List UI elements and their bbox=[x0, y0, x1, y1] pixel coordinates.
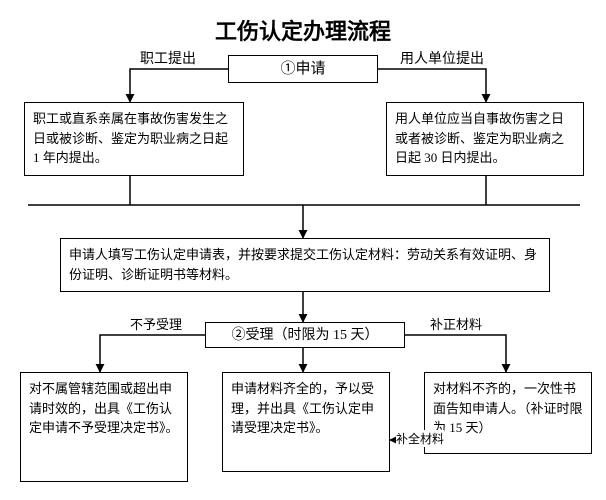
node-fill_box: 申请人填写工伤认定申请表，并按要求提交工伤认定材料：劳动关系有效证明、身份证明、… bbox=[60, 238, 550, 292]
node-supp2_lbl: 补全材料 bbox=[396, 430, 444, 447]
node-emp_label: 职工提出 bbox=[140, 48, 196, 68]
node-mid_box: 申请材料齐全的，予以受理，并出具《工伤认定申请受理决定书》。 bbox=[222, 372, 390, 472]
diagram-title: 工伤认定办理流程 bbox=[0, 14, 606, 46]
node-accept: ②受理（时限为 15 天） bbox=[205, 322, 405, 348]
node-apply: ①申请 bbox=[228, 55, 378, 83]
node-supp_lbl: 补正材料 bbox=[430, 314, 482, 333]
node-right_box: 对材料不齐的，一次性书面告知申请人。（补证时限为 15 天） bbox=[424, 372, 592, 454]
node-reject_lbl: 不予受理 bbox=[130, 314, 182, 333]
node-left_box: 对不属管辖范围或超出申请时效的，出具《工伤认定申请不予受理决定书》。 bbox=[20, 372, 188, 482]
node-unit_label: 用人单位提出 bbox=[400, 48, 484, 68]
flowchart-canvas: 工伤认定办理流程 ①申请 职工提出 用人单位提出职工或直系亲属在事故伤害发生之日或被… bbox=[0, 0, 606, 500]
node-emp_box: 职工或直系亲属在事故伤害发生之日或被诊断、鉴定为职业病之日起 1 年内提出。 bbox=[24, 102, 244, 176]
node-unit_box: 用人单位应当自事故伤害之日或者被诊断、鉴定为职业病之日起 30 日内提出。 bbox=[386, 102, 584, 176]
